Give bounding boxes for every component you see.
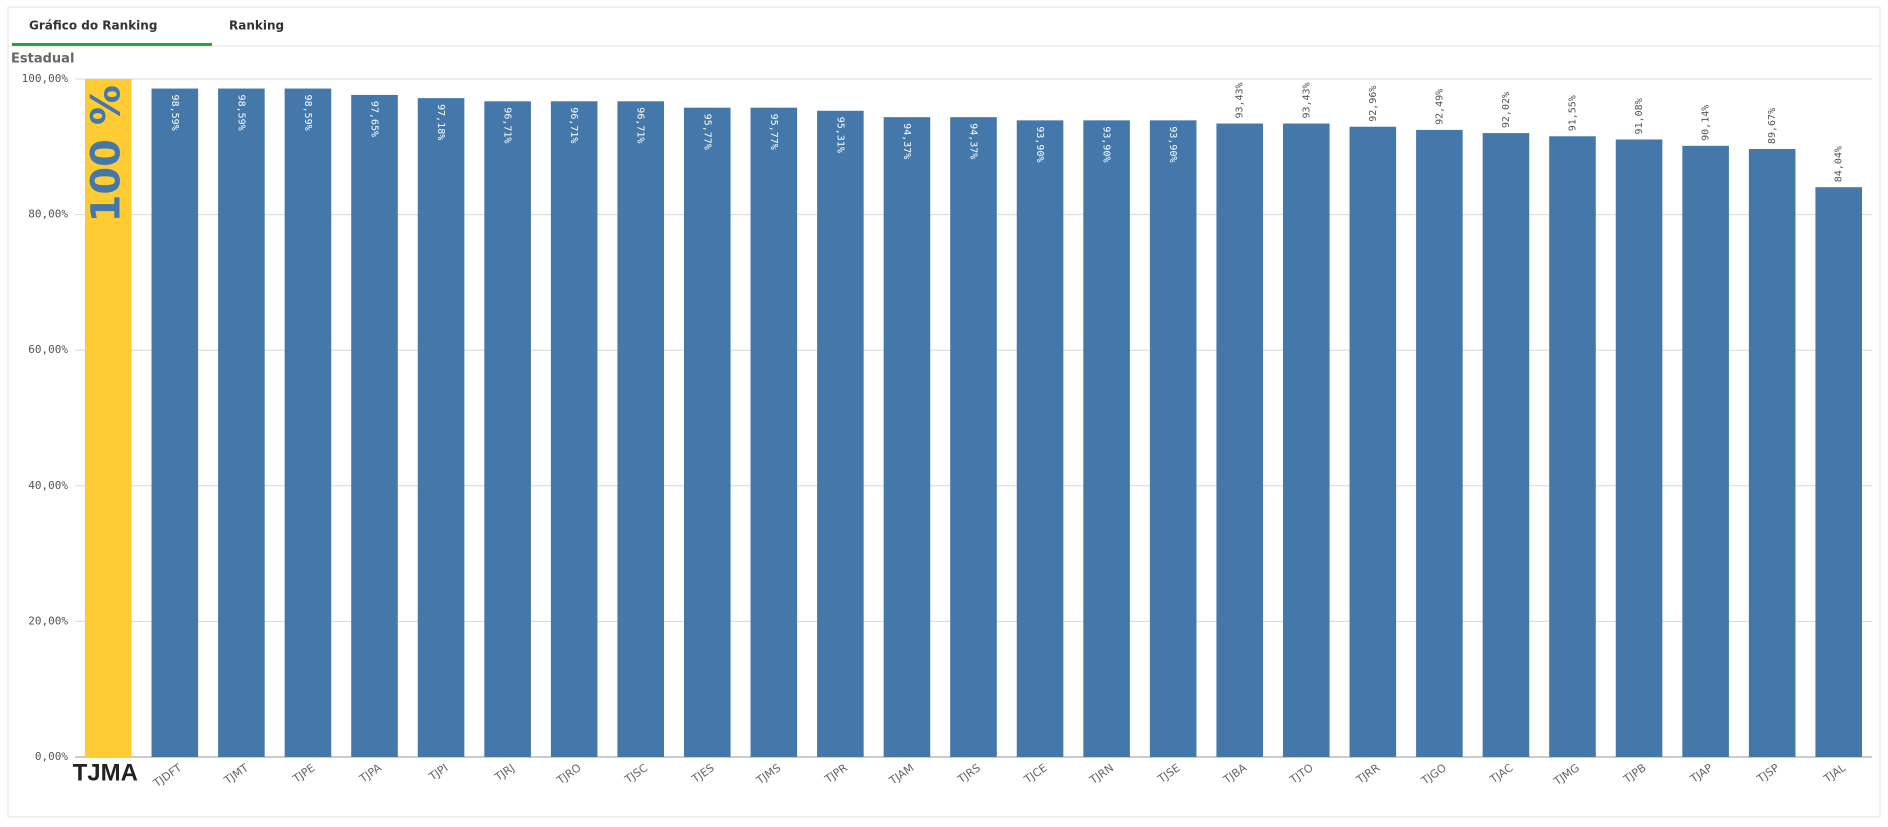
bar	[1282, 123, 1330, 757]
y-tick-label: 80,00%	[28, 208, 68, 221]
bar	[1482, 133, 1530, 758]
x-tick-label: TJSE	[1155, 761, 1183, 786]
value-label: 97,65%	[369, 101, 380, 137]
value-label: 94,37%	[901, 123, 912, 159]
bar	[1216, 123, 1264, 757]
x-tick-label: TJPA	[356, 761, 384, 786]
x-tick-label: TJPE	[290, 761, 318, 786]
x-tick-label: TJRJ	[492, 761, 517, 784]
value-label: 98,59%	[302, 95, 313, 131]
value-label: 92,96%	[1368, 86, 1379, 122]
value-label: 93,90%	[1101, 126, 1112, 162]
value-label: 91,55%	[1568, 95, 1579, 131]
bar	[417, 98, 465, 757]
bar	[1682, 145, 1729, 757]
x-tick-label: TJSC	[622, 761, 651, 787]
bar	[683, 107, 731, 758]
bar	[151, 88, 199, 757]
x-tick-label: TJMS	[753, 761, 783, 787]
value-label: 95,77%	[768, 114, 779, 150]
y-tick-label: 60,00%	[28, 343, 68, 356]
x-tick-label: TJRN	[1087, 761, 1116, 787]
value-label: 92,02%	[1501, 92, 1512, 128]
bar	[750, 107, 798, 758]
bar	[1083, 120, 1130, 757]
bar	[218, 88, 265, 757]
x-tick-label: TJRO	[554, 761, 584, 787]
bar	[1615, 139, 1663, 757]
value-label: 89,67%	[1767, 108, 1778, 144]
x-tick-label: TJMG	[1551, 761, 1582, 788]
bar	[284, 88, 332, 757]
x-tick-label: TJRR	[1353, 761, 1382, 787]
y-tick-label: 0,00%	[35, 750, 68, 763]
bar	[1349, 126, 1397, 757]
bar	[617, 101, 665, 757]
x-tick-label: TJAC	[1487, 761, 1516, 787]
value-label: 98,59%	[169, 95, 180, 131]
highlight-value-label: 100 %	[83, 85, 129, 223]
value-label: 95,31%	[834, 117, 845, 153]
y-tick-label: 20,00%	[28, 614, 68, 627]
bar	[1416, 129, 1463, 758]
value-label: 93,90%	[1034, 126, 1045, 162]
x-tick-label: TJDFT	[150, 761, 184, 790]
tab[interactable]: Gráfico do Ranking	[29, 19, 157, 33]
value-label: 96,71%	[568, 107, 579, 143]
value-label: 95,77%	[701, 114, 712, 150]
value-label: 96,71%	[635, 107, 646, 143]
value-label: 93,43%	[1301, 82, 1312, 118]
value-label: 91,08%	[1634, 98, 1645, 134]
value-label: 93,43%	[1235, 82, 1246, 118]
bar	[1016, 120, 1064, 757]
x-tick-label: TJAL	[1821, 761, 1849, 786]
bar	[550, 101, 598, 757]
x-tick-label: TJGO	[1418, 761, 1449, 788]
bar	[84, 79, 132, 757]
x-tick-label-highlight: TJMA	[73, 759, 138, 786]
x-tick-label: TJPI	[426, 761, 451, 784]
value-label: 92,49%	[1434, 89, 1445, 125]
bar	[351, 94, 398, 758]
bar	[484, 101, 531, 757]
x-tick-label: TJPR	[822, 761, 850, 786]
value-label: 93,90%	[1167, 126, 1178, 162]
y-tick-label: 40,00%	[28, 479, 68, 492]
x-tick-label: TJES	[689, 761, 717, 786]
value-label: 98,59%	[235, 95, 246, 131]
bar	[1549, 136, 1596, 757]
bar	[950, 117, 997, 758]
chart-title: Estadual	[11, 52, 74, 67]
x-tick-label: TJCE	[1021, 761, 1049, 786]
value-label: 96,71%	[502, 107, 513, 143]
x-tick-label: TJPB	[1620, 761, 1648, 786]
x-tick-label: TJTO	[1287, 761, 1316, 787]
tab[interactable]: Ranking	[229, 19, 284, 33]
bar	[883, 117, 931, 758]
value-label: 94,37%	[968, 123, 979, 159]
bar	[1149, 120, 1197, 757]
x-tick-label: TJBA	[1220, 761, 1249, 787]
active-tab-indicator	[12, 43, 212, 46]
x-tick-label: TJAP	[1687, 761, 1715, 786]
value-label: 97,18%	[435, 104, 446, 140]
panel-border	[7, 6, 1881, 818]
bar	[1748, 149, 1796, 757]
x-tick-label: TJSP	[1754, 761, 1782, 786]
value-label: 84,04%	[1834, 146, 1845, 182]
x-tick-label: TJRS	[955, 761, 983, 786]
x-tick-label: TJAM	[886, 761, 916, 788]
value-label: 90,14%	[1701, 105, 1712, 141]
bar	[817, 110, 864, 757]
x-tick-label: TJMT	[221, 761, 251, 787]
y-tick-label: 100,00%	[22, 72, 69, 85]
bar	[1815, 187, 1863, 757]
